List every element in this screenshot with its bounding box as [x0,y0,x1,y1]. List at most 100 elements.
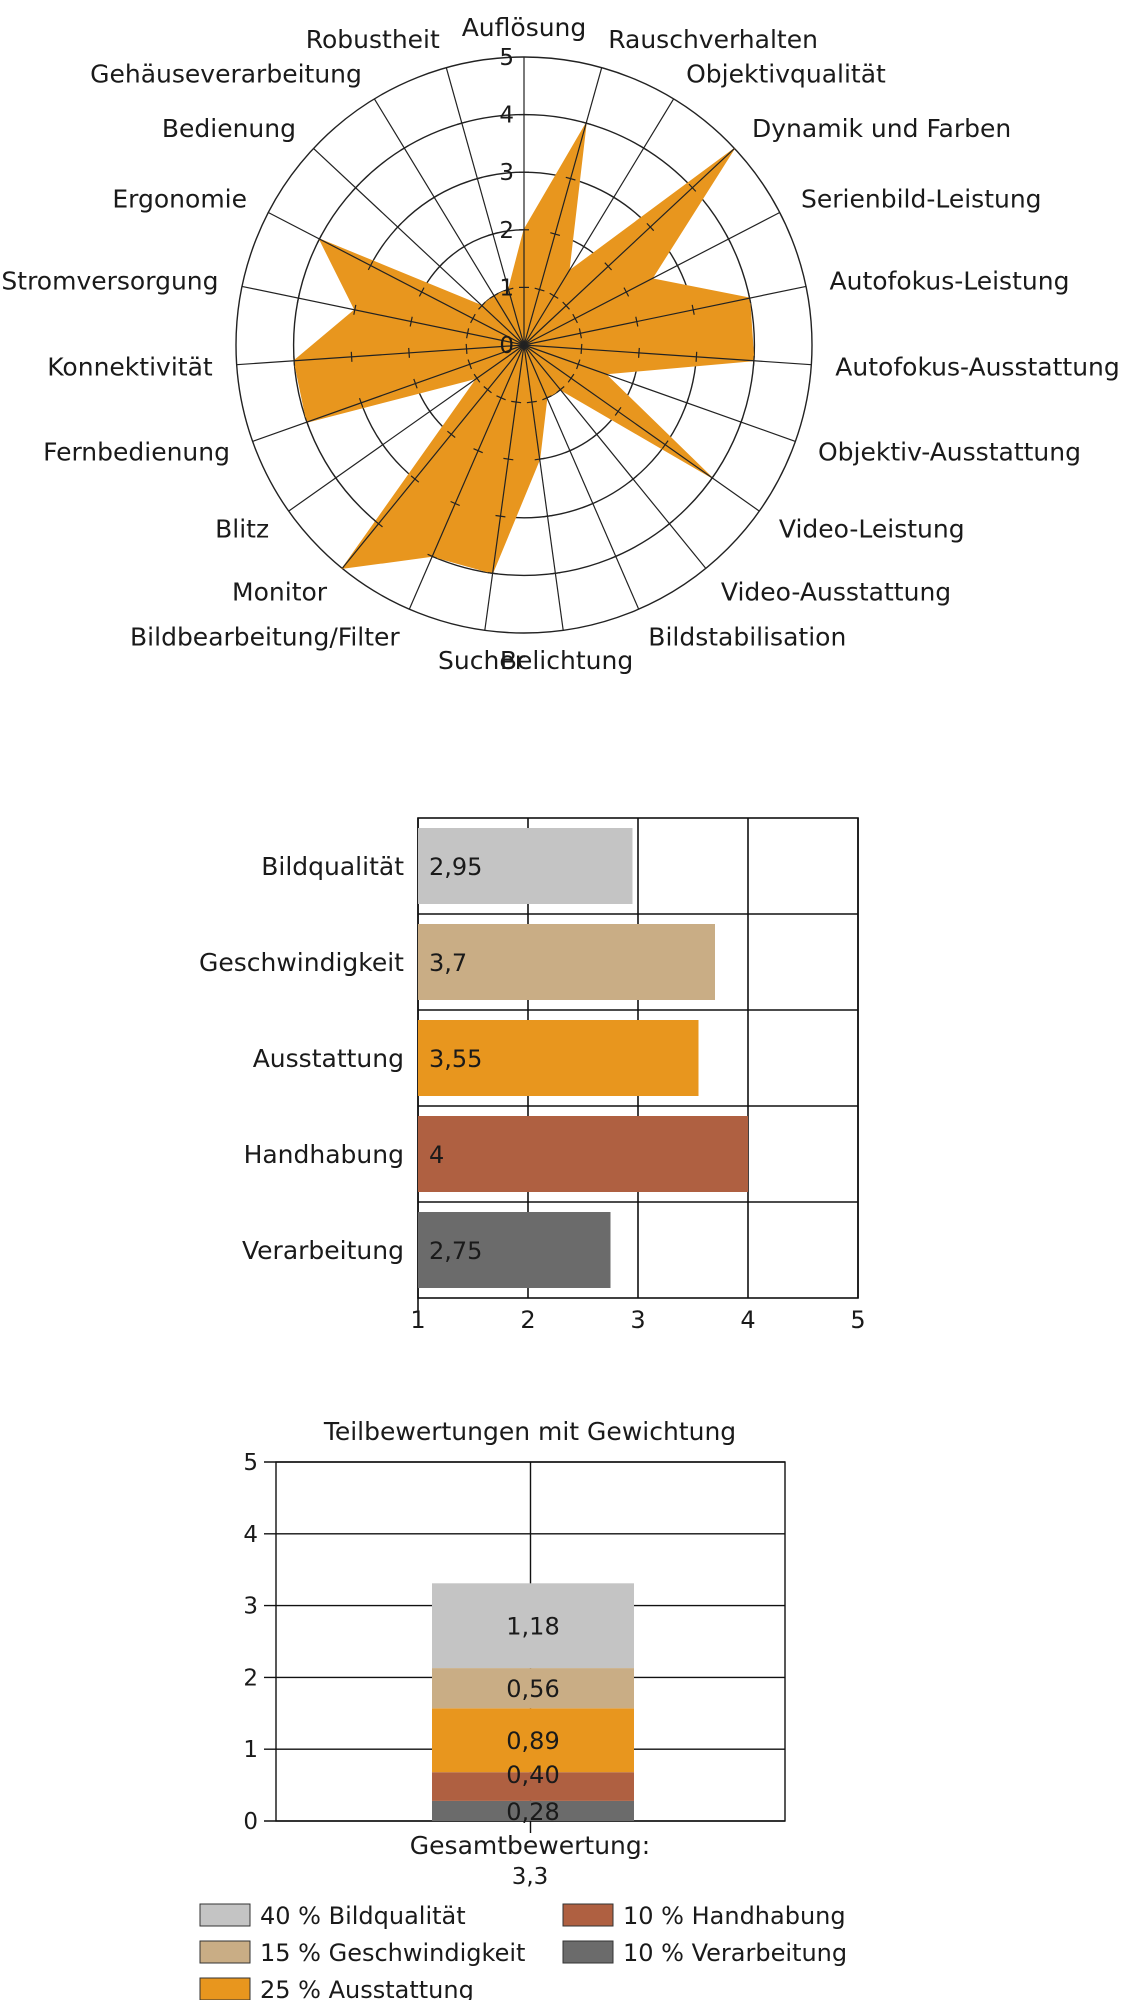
radar-tick [542,395,552,401]
category-bar-chart: 1 2 3 4 5 2,95 Bildqualität 3,7 Geschwindigkeit 3… [199,817,866,1334]
radar-axis-label: Robustheit [306,25,440,54]
radar-tick [511,400,522,404]
radar-tick [752,355,755,366]
radar-tick [487,232,498,236]
legend-swatch [562,1940,614,1964]
radar-spoke [523,344,796,442]
radar-tick [304,417,310,428]
radar-spoke [523,211,780,346]
radar-tick [296,293,300,304]
radar-axis-label: Bedienung [162,114,296,143]
bar-category-label: Ausstattung [253,1044,404,1073]
radar-tick [332,473,340,483]
stack-y-tick-label: 3 [243,1594,258,1620]
legend-swatch [199,1940,251,1964]
legend-label: 10 % Handhabung [623,1902,846,1930]
radar-spoke [523,344,812,366]
stack-category-label: Gesamtbewertung: [410,1831,650,1860]
radar-tick [576,359,581,370]
radar-tick [379,440,387,450]
radar-tick [665,520,674,528]
radar-tick [351,183,360,192]
radar-tick [556,386,565,394]
radar-spoke [523,344,760,512]
radar-tick [367,260,374,271]
radar-spoke [523,67,603,346]
radar-tick [550,572,561,575]
radar-scale-label: 2 [499,218,514,244]
radar-tick [578,328,582,339]
radar-axis-label: Monitor [232,578,328,607]
radar-tick [661,440,669,450]
radar-chart: 0 1 2 3 4 5 Auflösung Rauschverhalten Objektivqu… [1,13,1119,675]
radar-tick [609,194,619,201]
radar-tick [456,121,467,126]
bar-category-label: Verarbeitung [242,1236,404,1265]
bar-category-label: Handhabung [244,1140,404,1169]
bar-value-label: 2,75 [429,1237,482,1265]
stack-y-tick-label: 1 [243,1737,258,1763]
bar-2 [418,924,715,1000]
radar-tick [579,243,589,250]
stack-segment-5 [432,1583,634,1668]
radar-axis-label: Bildstabilisation [648,623,846,652]
radar-tick [580,343,583,354]
radar-tick [409,316,413,327]
legend-swatch [199,1903,251,1927]
radar-tick [542,514,553,518]
radar-tick [526,400,537,404]
radar-spoke [445,67,525,346]
radar-axis-label: Video-Leistung [779,514,965,543]
stack-segment-label: 0,28 [506,1798,559,1826]
radar-spoke [241,285,525,346]
bar-value-label: 2,95 [429,853,482,881]
stack-y-tick-label: 4 [243,1522,258,1548]
radar-axis-label: Ergonomie [112,185,247,214]
legend-label: 15 % Geschwindigkeit [260,1939,525,1967]
legend-label: 10 % Verarbeitung [623,1939,847,1967]
radar-tick [684,397,690,408]
radar-scale-label: 4 [499,103,514,129]
radar-tick [562,301,570,310]
radar-tick [646,222,655,232]
radar-tick [549,292,559,299]
radar-spoke [523,98,675,346]
radar-tick [628,475,638,483]
radar-tick [565,176,576,181]
radar-axis-label: Gehäuseverarbeitung [90,59,362,88]
radar-axis-label: Video-Ausstattung [721,578,951,607]
radar-axis-label: Sucher [438,646,526,675]
legend-swatch [199,1977,251,2000]
stack-segment-2 [432,1772,634,1801]
radar-tick [418,287,425,297]
radar-tick [638,347,640,358]
radar-axis-label: Konnektivität [47,353,213,382]
stack-segment-3 [432,1708,634,1773]
radar-tick [503,457,514,461]
stack-y-tick-label: 2 [243,1665,258,1691]
bar-value-label: 4 [429,1141,444,1169]
radar-tick [565,448,575,454]
radar-tick [708,473,716,483]
radar-spoke [408,344,525,610]
stack-total-label: 3,3 [512,1864,549,1890]
bar-x-tick-label: 1 [410,1306,425,1334]
radar-tick [393,222,402,232]
radar-tick [630,378,635,389]
radar-tick [427,553,438,559]
legend-label: 40 % Bildqualität [260,1902,466,1930]
radar-spoke [313,147,525,346]
radar-tick [688,183,697,192]
bar-category-label: Bildqualität [261,852,404,881]
bar-5 [418,1212,611,1288]
radar-spoke [373,98,525,346]
radar-axis-label: Stromversorgung [1,266,218,295]
radar-axis-label: Serienbild-Leistung [801,185,1042,214]
radar-scale-label: 3 [499,160,514,186]
legend-label: 25 % Ausstattung [260,1976,474,2000]
radar-tick [447,430,456,438]
radar-tick [567,373,575,383]
radar-spoke [341,344,525,569]
radar-tick [748,293,752,304]
